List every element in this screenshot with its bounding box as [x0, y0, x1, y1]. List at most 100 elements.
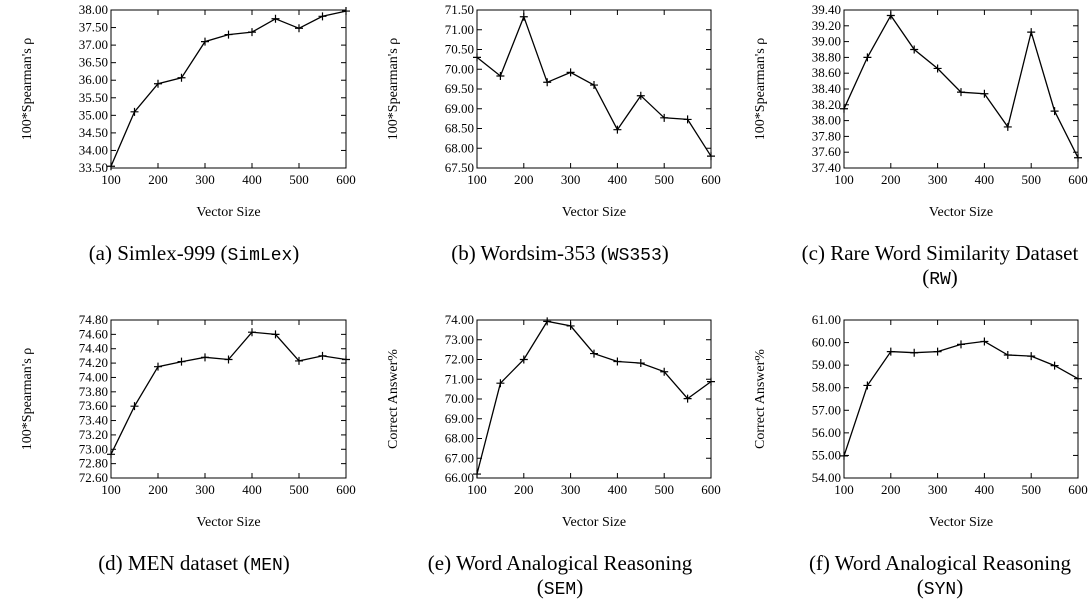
- x-tick-label: 600: [336, 172, 356, 187]
- data-point: [519, 12, 528, 21]
- chart-panel-1: 33.50 34.00 34.50 35.00 35.50 36.00 36.50 37.00…: [20, 2, 356, 266]
- x-tick-label: 600: [701, 172, 721, 187]
- series-line: [843, 14, 1079, 158]
- y-tick-label: 37.60: [812, 144, 841, 159]
- y-tick-label: 34.00: [79, 142, 108, 157]
- data-point: [980, 337, 989, 346]
- caption-paren-open: (: [917, 575, 924, 599]
- caption-suffix: ): [283, 551, 290, 575]
- y-axis-label: 100*Spearman's ρ: [386, 38, 401, 140]
- y-axis-label: Correct Answer%: [753, 349, 768, 449]
- x-tick-label: 200: [514, 482, 534, 497]
- y-tick-label: 35.50: [79, 90, 108, 105]
- caption-code: SEM: [544, 580, 576, 600]
- x-tick-label: 600: [701, 482, 721, 497]
- plot-frame: [110, 9, 347, 169]
- data-point: [910, 45, 919, 54]
- x-tick-label: 300: [561, 172, 581, 187]
- data-point: [1027, 28, 1036, 37]
- data-point: [543, 317, 552, 326]
- y-tick-label: 69.50: [445, 81, 474, 96]
- data-point: [660, 113, 669, 122]
- data-point: [107, 162, 115, 171]
- data-point: [957, 88, 965, 97]
- data-point: [683, 394, 692, 403]
- y-tick-label: 73.80: [79, 384, 108, 399]
- data-point: [295, 24, 303, 33]
- data-point: [910, 348, 919, 357]
- y-tick-label: 67.50: [445, 160, 474, 175]
- chart-panel-3: 37.4037.6037.8038.0038.2038.4038.6038.80…: [753, 2, 1088, 290]
- y-tick-label: 38.40: [812, 81, 841, 96]
- x-tick-label: 100: [834, 482, 854, 497]
- x-axis-label: Vector Size: [929, 515, 993, 530]
- x-axis-label: Vector Size: [562, 205, 626, 220]
- data-point: [1074, 153, 1082, 162]
- x-tick-label: 200: [514, 172, 534, 187]
- y-tick-label: 72.80: [79, 456, 108, 471]
- data-point: [886, 347, 895, 356]
- data-point: [130, 402, 139, 411]
- data-point: [590, 81, 598, 90]
- data-point: [863, 53, 872, 62]
- x-tick-label: 500: [654, 172, 674, 187]
- y-tick-label: 37.40: [812, 160, 841, 175]
- subfigure-caption: (f) Word Analogical Reasoning: [809, 551, 1072, 575]
- series-line: [110, 331, 347, 455]
- data-point: [886, 11, 895, 20]
- data-point: [201, 37, 209, 46]
- y-tick-label: 69.00: [445, 411, 474, 426]
- y-tick-label: 72.00: [445, 352, 474, 367]
- subfigure-caption: (d) MEN dataset (MEN): [98, 551, 290, 576]
- caption-text: (b) Wordsim-353 (: [451, 241, 608, 265]
- y-tick-label: 73.40: [79, 413, 108, 428]
- data-point: [683, 115, 692, 124]
- y-tick-label: 74.40: [79, 341, 108, 356]
- x-tick-label: 200: [881, 172, 901, 187]
- y-tick-label: 38.00: [812, 113, 841, 128]
- x-tick-label: 300: [195, 172, 215, 187]
- x-tick-label: 600: [336, 482, 356, 497]
- x-tick-label: 300: [928, 482, 948, 497]
- data-point: [1074, 374, 1082, 383]
- data-point: [613, 357, 622, 366]
- data-point: [342, 355, 350, 364]
- data-point: [636, 359, 645, 368]
- y-tick-label: 55.00: [812, 447, 841, 462]
- data-point: [519, 355, 528, 364]
- subfigure-caption-line2: (RW): [922, 265, 958, 290]
- y-tick-label: 38.00: [79, 2, 108, 17]
- data-point: [980, 89, 989, 98]
- y-tick-label: 33.50: [79, 160, 108, 175]
- y-tick-label: 56.00: [812, 425, 841, 440]
- y-tick-label: 70.00: [445, 61, 474, 76]
- x-tick-label: 500: [289, 172, 309, 187]
- x-tick-label: 500: [289, 482, 309, 497]
- caption-paren-open: (: [922, 265, 929, 289]
- caption-code: SYN: [924, 580, 956, 600]
- x-tick-label: 100: [467, 482, 487, 497]
- x-tick-label: 100: [834, 172, 854, 187]
- data-point: [660, 367, 669, 376]
- subfigure-caption: (b) Wordsim-353 (WS353): [451, 241, 669, 266]
- y-tick-label: 36.00: [79, 72, 108, 87]
- y-tick-label: 37.50: [79, 20, 108, 35]
- series-line: [476, 320, 712, 475]
- data-point: [636, 91, 645, 100]
- caption-text: (c) Rare Word Similarity Dataset: [802, 241, 1079, 265]
- data-point: [840, 451, 848, 460]
- data-point: [224, 355, 233, 364]
- x-tick-label: 400: [608, 482, 628, 497]
- x-tick-label: 200: [881, 482, 901, 497]
- x-axis-label: Vector Size: [196, 205, 260, 220]
- y-tick-label: 74.00: [445, 312, 474, 327]
- x-tick-label: 200: [148, 172, 168, 187]
- y-tick-label: 70.00: [445, 391, 474, 406]
- y-tick-label: 74.20: [79, 355, 108, 370]
- y-tick-label: 59.00: [812, 357, 841, 372]
- data-point: [154, 79, 162, 88]
- y-tick-label: 68.00: [445, 140, 474, 155]
- y-tick-label: 37.80: [812, 128, 841, 143]
